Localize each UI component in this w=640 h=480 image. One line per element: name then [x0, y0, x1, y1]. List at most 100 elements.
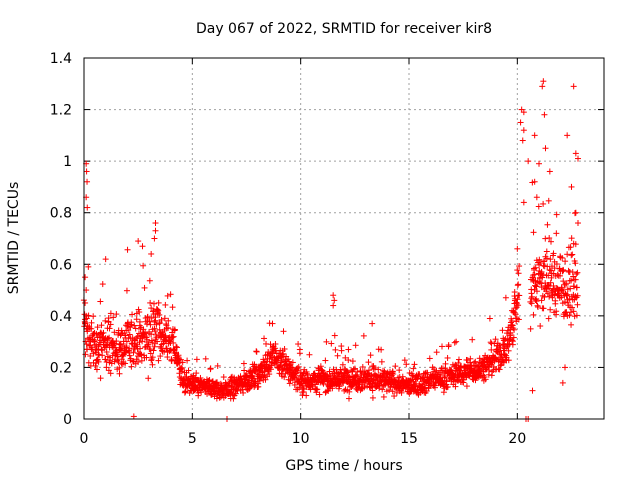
data-point: [553, 311, 560, 318]
data-point: [135, 358, 142, 365]
data-point: [92, 362, 99, 369]
data-point: [144, 313, 151, 320]
data-point: [330, 302, 337, 309]
x-axis-title: GPS time / hours: [285, 458, 402, 474]
data-point: [340, 380, 347, 387]
chart-title: Day 067 of 2022, SRMTID for receiver kir…: [196, 21, 492, 37]
data-point: [401, 357, 408, 364]
x-tick-label: 20: [508, 431, 526, 447]
data-point: [453, 338, 460, 345]
data-point: [272, 341, 279, 348]
data-point: [100, 329, 107, 336]
data-point: [147, 346, 154, 353]
data-point: [398, 389, 405, 396]
data-point: [553, 230, 560, 237]
data-point: [558, 294, 565, 301]
data-point: [567, 309, 574, 316]
data-point: [150, 347, 157, 354]
data-point: [158, 316, 165, 323]
data-point: [451, 339, 458, 346]
data-point: [266, 371, 273, 378]
data-point: [496, 366, 503, 373]
data-point: [560, 267, 567, 274]
data-point: [233, 386, 240, 393]
data-point: [162, 301, 169, 308]
data-point: [136, 339, 143, 346]
data-point: [514, 245, 521, 252]
data-point: [110, 314, 117, 321]
data-point: [520, 109, 527, 116]
data-point: [574, 292, 581, 299]
data-point: [547, 256, 554, 263]
data-point: [507, 329, 514, 336]
y-axis-title: SRMTID / TECUs: [6, 182, 22, 295]
data-point: [134, 333, 141, 340]
data-point: [115, 353, 122, 360]
data-point: [560, 278, 567, 285]
data-point: [445, 342, 452, 349]
data-point: [98, 322, 105, 329]
data-point: [568, 321, 575, 328]
data-point: [162, 333, 169, 340]
data-point: [128, 363, 135, 370]
data-point: [528, 300, 535, 307]
data-point: [281, 345, 288, 352]
data-point: [329, 385, 336, 392]
data-point: [439, 343, 446, 350]
data-point: [193, 356, 200, 363]
data-point: [83, 168, 90, 175]
data-point: [133, 356, 140, 363]
data-point: [328, 340, 335, 347]
data-point: [148, 305, 155, 312]
data-point: [548, 238, 555, 245]
data-point: [553, 261, 560, 268]
data-point: [506, 340, 513, 347]
data-point: [411, 361, 418, 368]
data-point: [531, 271, 538, 278]
data-point: [130, 413, 137, 420]
data-point: [392, 363, 399, 370]
data-point: [572, 276, 579, 283]
data-point: [469, 336, 476, 343]
data-point: [566, 312, 573, 319]
data-point: [153, 321, 160, 328]
data-point: [567, 285, 574, 292]
data-point: [296, 346, 303, 353]
data-point: [568, 235, 575, 242]
data-point: [564, 251, 571, 258]
data-point: [131, 322, 138, 329]
data-point: [568, 252, 575, 259]
data-point: [444, 354, 451, 361]
data-point: [303, 370, 310, 377]
data-point: [299, 382, 306, 389]
data-point: [571, 283, 578, 290]
data-point: [520, 199, 527, 206]
data-point: [261, 335, 268, 342]
data-point: [165, 317, 172, 324]
data-point: [488, 346, 495, 353]
data-point: [403, 361, 410, 368]
data-point: [84, 178, 91, 185]
data-point: [307, 386, 314, 393]
data-point: [113, 311, 120, 318]
data-point: [542, 145, 549, 152]
data-point: [546, 293, 553, 300]
data-point: [472, 358, 479, 365]
data-point: [82, 299, 89, 306]
y-tick-label: 1: [63, 154, 72, 170]
data-point: [137, 351, 144, 358]
data-point: [528, 293, 535, 300]
data-point: [249, 374, 256, 381]
data-point: [139, 243, 146, 250]
data-point: [122, 332, 129, 339]
data-point: [322, 357, 329, 364]
data-point: [113, 338, 120, 345]
data-point: [540, 78, 547, 85]
data-point: [208, 392, 215, 399]
data-point: [152, 220, 159, 227]
data-point: [220, 374, 227, 381]
data-point: [505, 357, 512, 364]
data-point: [149, 354, 156, 361]
data-point: [542, 235, 549, 242]
data-point: [286, 380, 293, 387]
